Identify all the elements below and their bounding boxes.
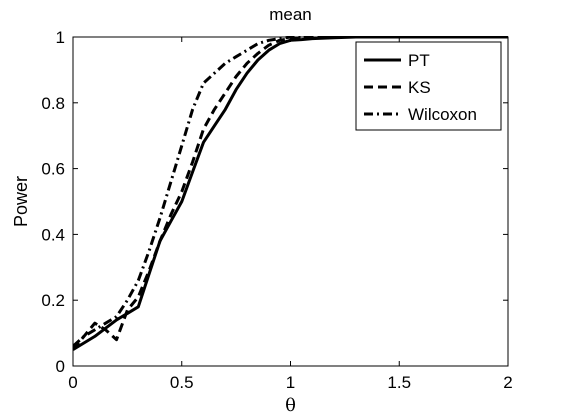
y-tick-label: 0.4 — [41, 225, 65, 244]
chart-title: mean — [269, 5, 312, 24]
series-line-wilcoxon — [73, 36, 508, 348]
y-tick-label: 1 — [56, 28, 65, 47]
x-tick-label: 2 — [503, 373, 512, 392]
x-tick-label: 1.5 — [387, 373, 411, 392]
y-tick-label: 0 — [56, 357, 65, 376]
y-axis-label: Power — [11, 176, 31, 227]
y-tick-label: 0.6 — [41, 160, 65, 179]
x-tick-label: 0 — [68, 373, 77, 392]
y-tick-label: 0.8 — [41, 94, 65, 113]
y-tick-label: 0.2 — [41, 291, 65, 310]
legend: PT KS Wilcoxon — [355, 41, 502, 131]
legend-label-ks: KS — [408, 78, 431, 97]
series-line-ks — [73, 36, 508, 351]
legend-label-wilcoxon: Wilcoxon — [408, 105, 477, 124]
x-tick-label: 1 — [286, 373, 295, 392]
legend-label-pt: PT — [408, 51, 430, 70]
x-axis-label: θ — [285, 395, 296, 416]
x-tick-label: 0.5 — [170, 373, 194, 392]
